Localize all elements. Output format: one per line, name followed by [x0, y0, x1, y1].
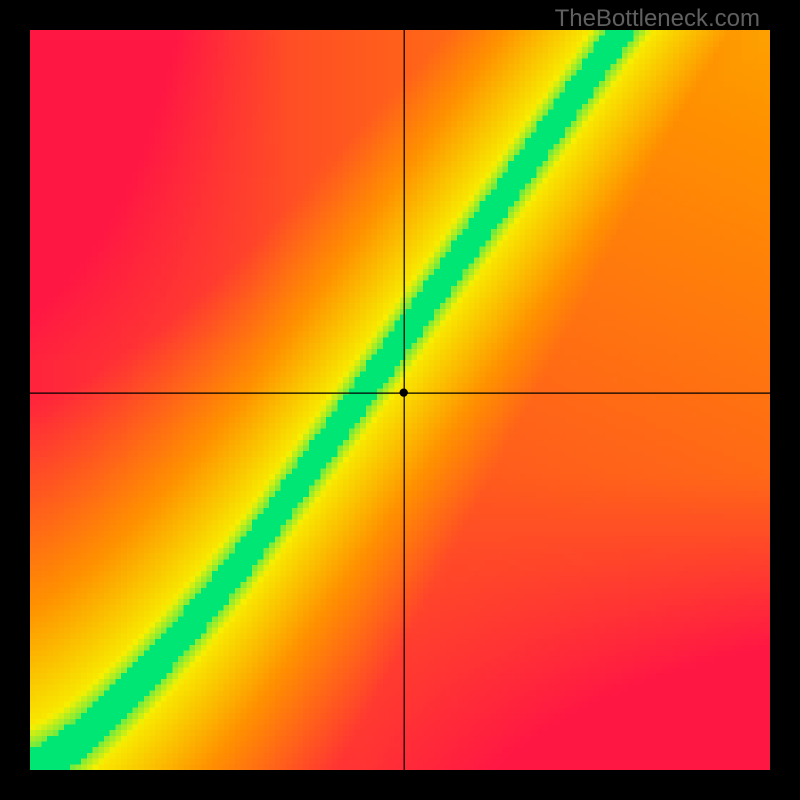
crosshair-overlay — [30, 30, 770, 770]
watermark-text: TheBottleneck.com — [555, 5, 760, 33]
chart-container: TheBottleneck.com — [0, 0, 800, 800]
